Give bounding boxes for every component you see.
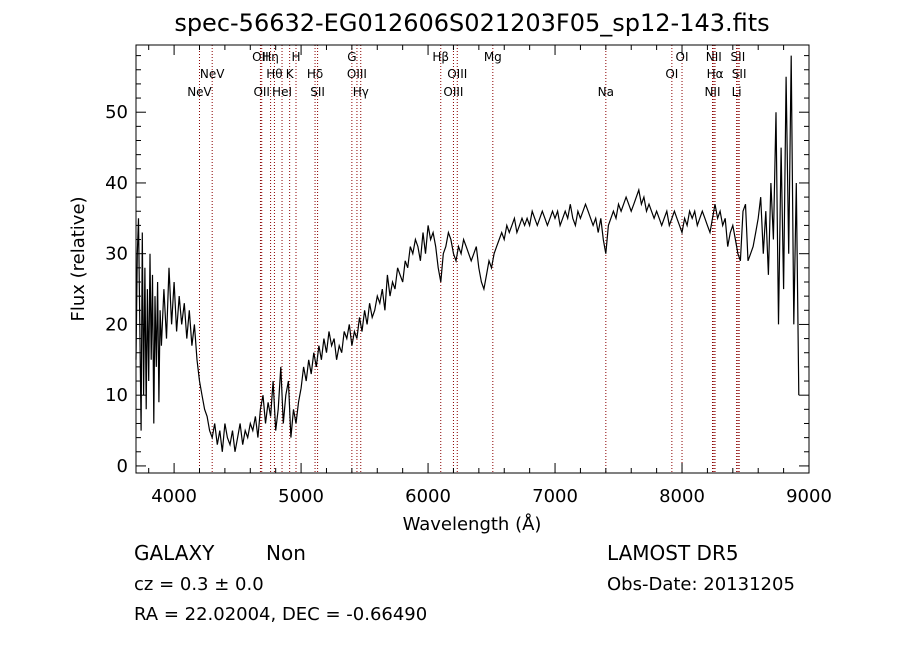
line-label-10: SII bbox=[310, 85, 325, 99]
line-label-7: K bbox=[286, 67, 295, 81]
y-tick-label-0: 0 bbox=[117, 456, 128, 477]
y-tick-label-4: 40 bbox=[105, 173, 128, 194]
line-label-24: SII bbox=[731, 50, 746, 64]
line-label-19: OI bbox=[676, 50, 689, 64]
line-label-15: OIII bbox=[447, 67, 467, 81]
line-label-1: NeV bbox=[200, 67, 225, 81]
y-tick-label-3: 30 bbox=[105, 244, 128, 265]
line-label-22: Hα bbox=[707, 67, 724, 81]
line-label-8: H bbox=[291, 50, 300, 64]
line-label-9: Hδ bbox=[307, 67, 323, 81]
y-axis-label: Flux (relative) bbox=[68, 196, 89, 321]
chart-title: spec-56632-EG012606S021203F05_sp12-143.f… bbox=[174, 9, 769, 37]
x-axis: 4000 5000 6000 7000 8000 9000 bbox=[148, 45, 832, 507]
line-label-21: NII bbox=[706, 50, 722, 64]
y-tick-label-2: 20 bbox=[105, 314, 128, 335]
x-tick-label-3: 7000 bbox=[532, 486, 578, 507]
y-tick-label-5: 50 bbox=[105, 102, 128, 123]
x-axis-label: Wavelength (Å) bbox=[403, 513, 542, 535]
line-label-6: HeI bbox=[272, 85, 292, 99]
plot-frame bbox=[135, 44, 810, 474]
line-label-25: SII bbox=[732, 67, 747, 81]
line-label-5: Hθ bbox=[266, 67, 282, 81]
redshift-info: cz = 0.3 ± 0.0 bbox=[134, 574, 264, 595]
line-label-14: Hβ bbox=[432, 50, 449, 64]
line-label-26: Li bbox=[732, 85, 742, 99]
spectrum-series bbox=[135, 55, 800, 452]
x-tick-label-5: 9000 bbox=[786, 486, 832, 507]
x-tick-label-0: 4000 bbox=[151, 486, 197, 507]
coordinates: RA = 22.02004, DEC = -0.66490 bbox=[134, 604, 427, 625]
y-axis: 0 10 20 30 40 50 bbox=[105, 55, 809, 477]
x-tick-label-1: 5000 bbox=[278, 486, 324, 507]
y-tick-label-1: 10 bbox=[105, 385, 128, 406]
x-tick-label-4: 8000 bbox=[659, 486, 705, 507]
line-label-13: Hγ bbox=[353, 85, 369, 99]
object-class: GALAXY bbox=[134, 541, 215, 565]
line-label-20: OI bbox=[665, 67, 678, 81]
line-label-17: Mg bbox=[484, 50, 502, 64]
observation-date: Obs-Date: 20131205 bbox=[607, 574, 795, 595]
line-label-11: G bbox=[347, 50, 356, 64]
line-label-0: NeV bbox=[187, 85, 212, 99]
line-label-12: OIII bbox=[347, 67, 367, 81]
line-label-2: OII bbox=[252, 50, 269, 64]
spectrum-line bbox=[135, 55, 800, 452]
line-label-16: OIII bbox=[443, 85, 463, 99]
object-subclass: Non bbox=[266, 541, 306, 565]
line-label-23: NII bbox=[704, 85, 720, 99]
line-label-4: Hη bbox=[262, 50, 279, 64]
line-label-3: OII bbox=[253, 85, 270, 99]
line-label-18: Na bbox=[598, 85, 614, 99]
survey-name: LAMOST DR5 bbox=[607, 541, 739, 565]
x-tick-label-2: 6000 bbox=[405, 486, 451, 507]
